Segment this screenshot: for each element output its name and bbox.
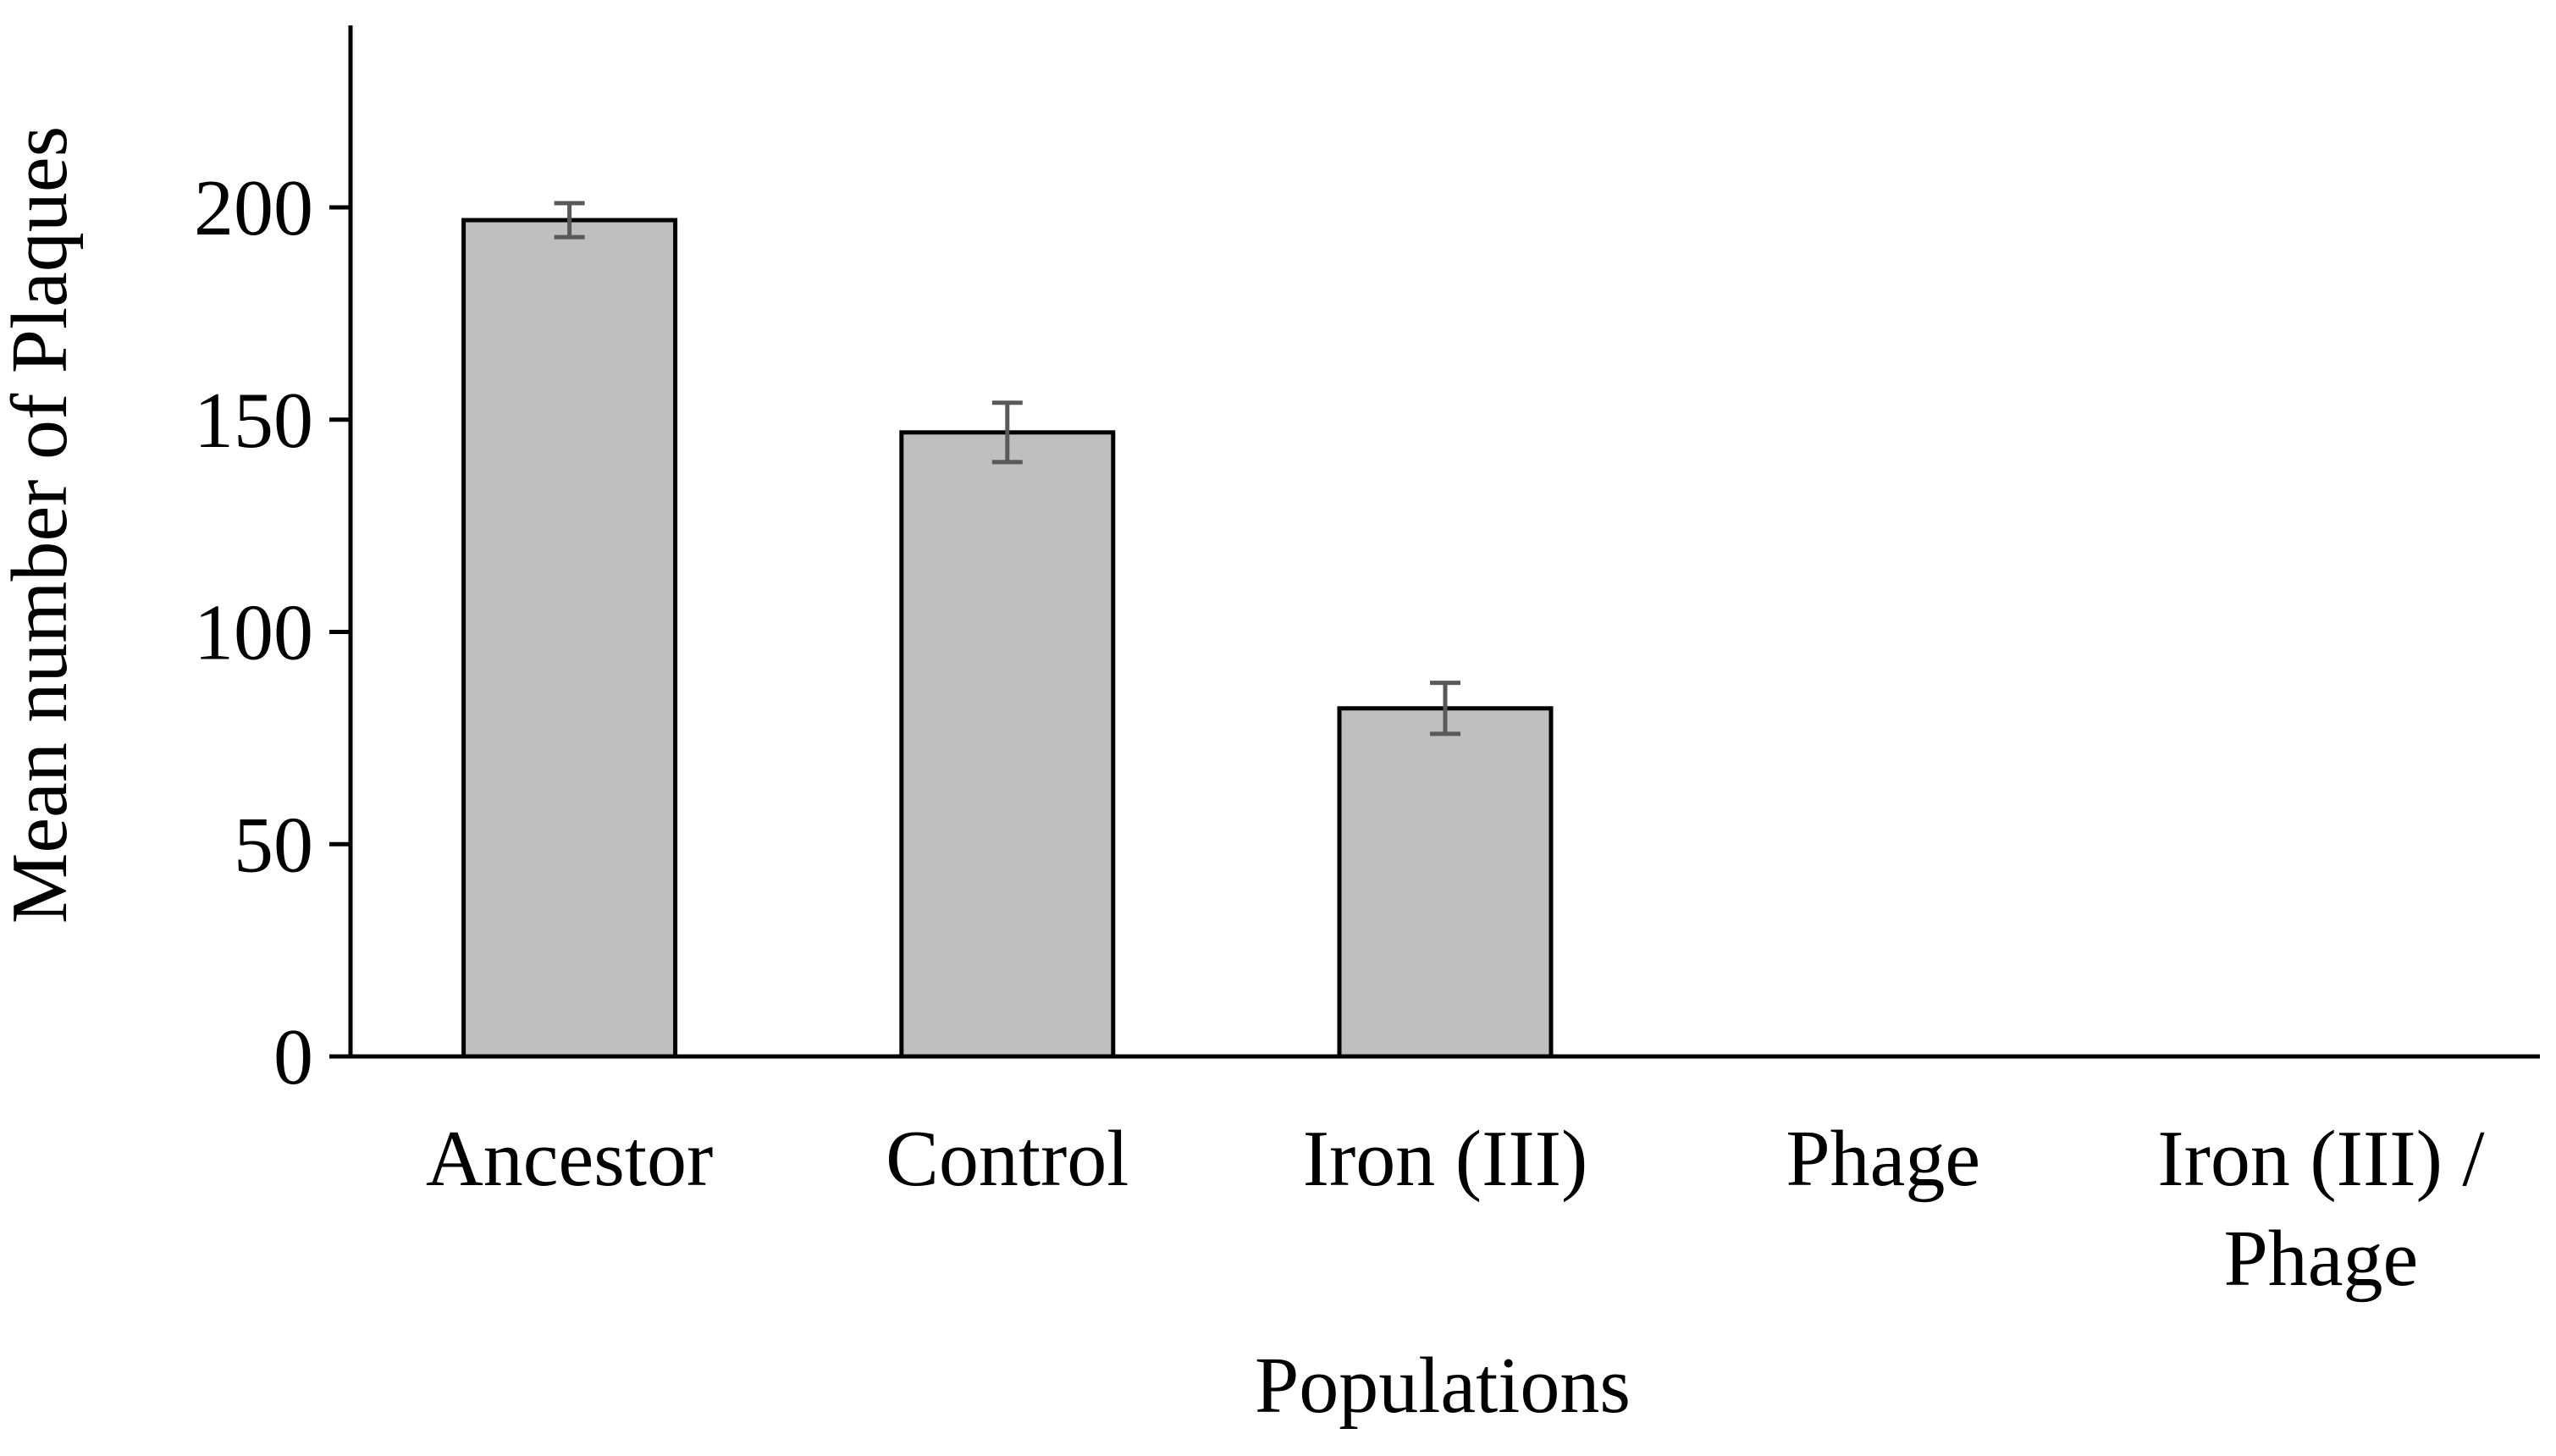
x-category-labels: Ancestor Control Iron (III) Phage Iron (III)…	[426, 1115, 2485, 1303]
y-tick-label: 200	[194, 164, 313, 252]
error-bars-group	[554, 201, 1460, 736]
x-category-label: Iron (III) / Phage	[2157, 1115, 2485, 1303]
x-category-label: Control	[886, 1115, 1129, 1203]
bar	[461, 218, 678, 1059]
x-axis-title: Populations	[1255, 1342, 1631, 1430]
x-category-label: Ancestor	[426, 1115, 713, 1203]
x-category-label: Phage	[1786, 1115, 1980, 1203]
y-tick-label: 50	[234, 801, 313, 889]
bar	[1337, 706, 1554, 1059]
y-tick-label: 150	[194, 377, 313, 465]
y-ticks-group: 0 50 100 150 200	[194, 164, 351, 1101]
bars-group	[461, 218, 1554, 1059]
bar	[899, 430, 1116, 1059]
x-category-label: Iron (III)	[1303, 1115, 1588, 1203]
y-tick-label: 0	[273, 1013, 313, 1101]
y-axis-title: Mean number of Plaques	[0, 126, 84, 924]
y-tick-label: 100	[194, 589, 313, 677]
